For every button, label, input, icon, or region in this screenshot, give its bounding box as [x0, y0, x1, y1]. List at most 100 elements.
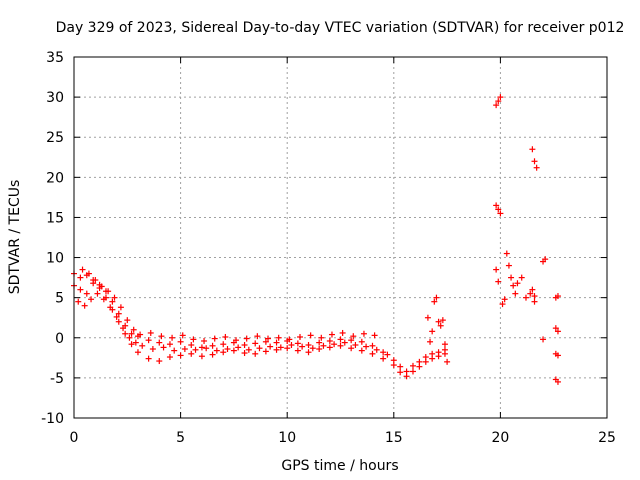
data-point — [277, 344, 284, 351]
data-point — [160, 344, 167, 351]
data-point — [554, 328, 561, 335]
x-tick-label: 0 — [70, 430, 79, 446]
plot-frame — [73, 56, 608, 419]
data-point — [105, 288, 112, 295]
y-tick-label: 20 — [46, 170, 64, 186]
data-point — [529, 146, 536, 153]
y-tick-label: 10 — [46, 251, 64, 267]
data-point — [384, 351, 391, 358]
data-point — [495, 98, 502, 105]
data-point — [429, 328, 436, 335]
y-tick-label: 30 — [46, 90, 64, 106]
data-point — [241, 350, 248, 357]
data-point — [358, 338, 365, 345]
data-point — [531, 293, 538, 300]
data-point — [373, 346, 380, 353]
data-point — [120, 325, 127, 332]
data-point — [267, 343, 274, 350]
data-point — [75, 298, 82, 305]
data-point — [265, 335, 272, 342]
data-point — [341, 339, 348, 346]
data-point — [518, 274, 525, 281]
data-point — [209, 342, 216, 349]
data-point — [441, 341, 448, 348]
data-point — [139, 342, 146, 349]
data-point — [493, 202, 500, 209]
data-point — [113, 313, 120, 320]
data-point — [177, 352, 184, 359]
data-point — [527, 290, 534, 297]
data-point — [262, 338, 269, 345]
data-point — [130, 326, 137, 333]
data-point — [166, 341, 173, 348]
data-point — [256, 345, 263, 352]
data-point — [339, 329, 346, 336]
data-point — [328, 331, 335, 338]
data-point — [94, 290, 101, 297]
data-point — [273, 339, 280, 346]
data-point — [252, 350, 259, 357]
data-point — [380, 355, 387, 362]
data-point — [531, 298, 538, 305]
data-point — [92, 277, 99, 284]
data-point — [81, 302, 88, 309]
grid — [74, 57, 607, 418]
data-point — [441, 350, 448, 357]
data-point — [241, 341, 248, 348]
data-point — [122, 330, 129, 337]
data-point — [497, 94, 504, 101]
data-point — [124, 317, 131, 324]
data-point — [552, 325, 559, 332]
y-tick-label: 25 — [46, 130, 64, 146]
data-point — [77, 274, 84, 281]
data-point — [166, 354, 173, 361]
data-point — [294, 347, 301, 354]
data-point — [171, 347, 178, 354]
data-point — [380, 349, 387, 356]
x-tick-labels: 0 5 10 15 20 25 — [70, 430, 616, 446]
data-point — [134, 349, 141, 356]
data-point — [224, 346, 231, 353]
y-tick-label: -5 — [50, 371, 64, 387]
data-point — [109, 298, 116, 305]
data-point — [220, 349, 227, 356]
data-point — [529, 286, 536, 293]
data-point — [503, 250, 510, 257]
data-point — [98, 283, 105, 290]
data-point — [137, 331, 144, 338]
data-point — [79, 266, 86, 273]
data-point — [533, 164, 540, 171]
x-tick-label: 10 — [278, 430, 296, 446]
data-point — [192, 346, 199, 353]
data-point — [245, 346, 252, 353]
x-tick-label: 5 — [176, 430, 185, 446]
data-point — [431, 298, 438, 305]
data-point — [128, 341, 135, 348]
data-point — [149, 346, 156, 353]
data-point — [512, 290, 519, 297]
data-point — [88, 296, 95, 303]
axis-ticks — [73, 56, 608, 419]
data-point — [495, 278, 502, 285]
data-point — [337, 342, 344, 349]
data-point — [252, 340, 259, 347]
data-point — [358, 347, 365, 354]
data-point — [363, 343, 370, 350]
x-tick-label: 15 — [385, 430, 403, 446]
data-point — [416, 363, 423, 370]
data-point — [422, 358, 429, 365]
data-point — [222, 333, 229, 340]
y-tick-label: 15 — [46, 210, 64, 226]
data-point — [352, 341, 359, 348]
series-track-d — [79, 266, 378, 344]
data-point — [128, 330, 135, 337]
data-point — [531, 158, 538, 165]
data-point — [275, 334, 282, 341]
x-tick-label: 20 — [491, 430, 509, 446]
data-point — [220, 341, 227, 348]
data-point — [495, 206, 502, 213]
data-point — [309, 345, 316, 352]
y-tick-labels: -10 -5 0 5 10 15 20 25 30 35 — [41, 50, 64, 427]
data-point — [198, 344, 205, 351]
